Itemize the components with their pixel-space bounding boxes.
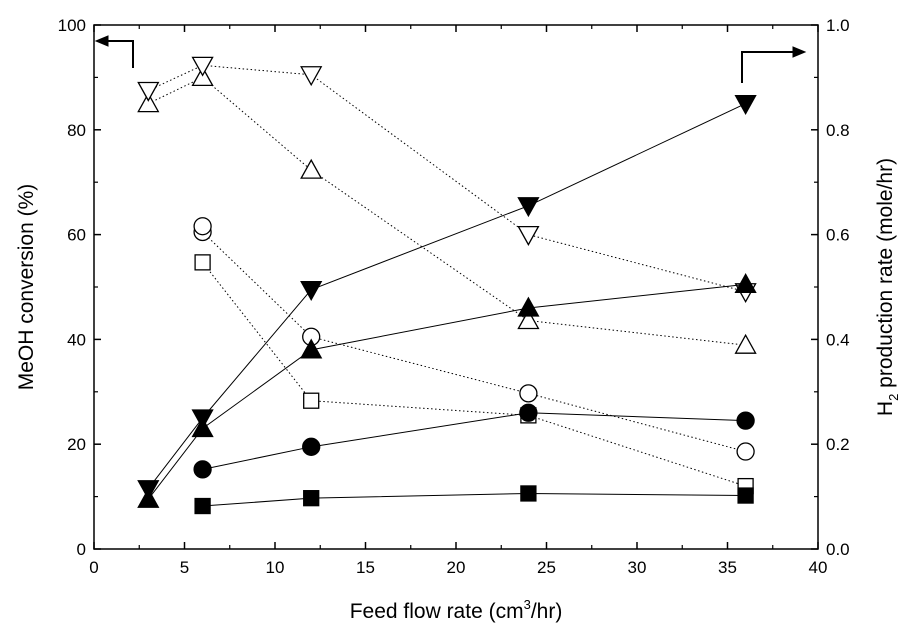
square-marker [194,254,211,271]
triangle-down-marker [734,94,757,115]
x-axis-title-unit: /hr) [531,600,563,623]
series-triangle-down-open [137,56,757,304]
y-left-tick-label: 60 [67,226,86,245]
x-tick-label: 35 [718,558,737,577]
series-line [147,103,746,490]
circle-marker [193,460,212,479]
series-line [148,76,746,346]
triangle-down-marker [300,280,323,301]
triangle-down-marker [517,225,540,246]
triangle-up-marker [517,309,540,330]
right-axis-arrow [741,46,807,83]
y-right-tick-label: 0.0 [826,540,850,559]
circle-marker [736,442,755,461]
x-tick-label: 25 [537,558,556,577]
axes-layer: 0 5 10 15 20 25 30 35 40 0 20 40 60 80 100 0.0 0.2 0.4 0.6… [58,16,850,577]
circle-marker [736,411,755,430]
triangle-up-marker [300,338,323,359]
series-layer [137,56,757,515]
series-line [147,283,746,500]
triangle-down-marker [137,81,160,102]
series-line [148,64,746,293]
x-tick-label: 0 [89,558,98,577]
triangle-down-marker [137,480,160,501]
triangle-up-marker [137,92,160,113]
square-marker [194,497,211,515]
y-axis-right-title: H2 production rate (mole/hr) [874,158,901,416]
x-axis-title-superscript: 3 [524,597,531,612]
triangle-up-marker [517,296,540,317]
x-tick-label: 15 [356,558,375,577]
left-axis-arrow [94,35,134,68]
square-marker [303,392,320,409]
y-right-tick-label: 0.2 [826,435,850,454]
triangle-up-marker [734,273,757,294]
y-right-tick-label: 0.6 [826,226,850,245]
series-circle-filled [193,403,755,479]
triangle-down-marker [191,56,214,77]
x-tick-label: 10 [266,558,285,577]
x-axis-title-main: Feed flow rate (cm [350,600,524,623]
triangle-down-marker [517,197,540,218]
triangle-down-marker [191,409,214,430]
circle-marker [519,403,538,422]
y-axis-right-title-subscript: 2 [886,394,901,401]
annotation-layer [94,35,807,83]
x-tick-label: 40 [809,558,828,577]
y-left-tick-label: 80 [67,121,86,140]
series-circle-open [193,222,755,461]
y-left-tick-label: 20 [67,435,86,454]
y-right-tick-label: 0.4 [826,330,850,349]
series-square-filled [194,485,754,515]
series-line [202,492,746,507]
square-marker [303,490,320,507]
series-square-open [194,254,754,495]
circle-marker [193,217,212,236]
triangle-up-marker [300,158,323,179]
y-left-tick-label: 0 [77,540,86,559]
series-line [202,412,746,470]
x-axis-title: Feed flow rate (cm3/hr) [350,597,563,623]
y-right-tick-label: 0.8 [826,121,850,140]
x-tick-label: 5 [180,558,189,577]
square-marker [737,487,754,504]
right-axis-arrow-line [741,51,795,83]
triangle-down-marker [300,66,323,87]
y-axis-right-title-h: H [874,401,897,416]
y-left-tick-label: 100 [58,16,86,35]
right-axis-arrow-head [792,46,807,58]
series-triangle-up-open [137,66,757,354]
x-tick-label: 20 [447,558,466,577]
series-line [202,231,746,453]
series-triangle-down-filled [137,94,757,501]
circle-marker [302,437,321,456]
x-tick-label: 30 [628,558,647,577]
left-axis-arrow-line [104,40,134,68]
series-circle-open [193,217,212,236]
y-right-tick-label: 1.0 [826,16,850,35]
circle-marker [519,384,538,403]
y-axis-left-title: MeOH conversion (%) [15,184,38,391]
square-marker [520,485,537,502]
series-line [202,262,746,487]
series-triangle-up-filled [137,273,757,508]
y-left-tick-label: 40 [67,330,86,349]
left-axis-arrow-head [94,35,109,47]
y-axis-right-title-rest: production rate (mole/hr) [874,158,897,394]
triangle-up-marker [734,333,757,354]
